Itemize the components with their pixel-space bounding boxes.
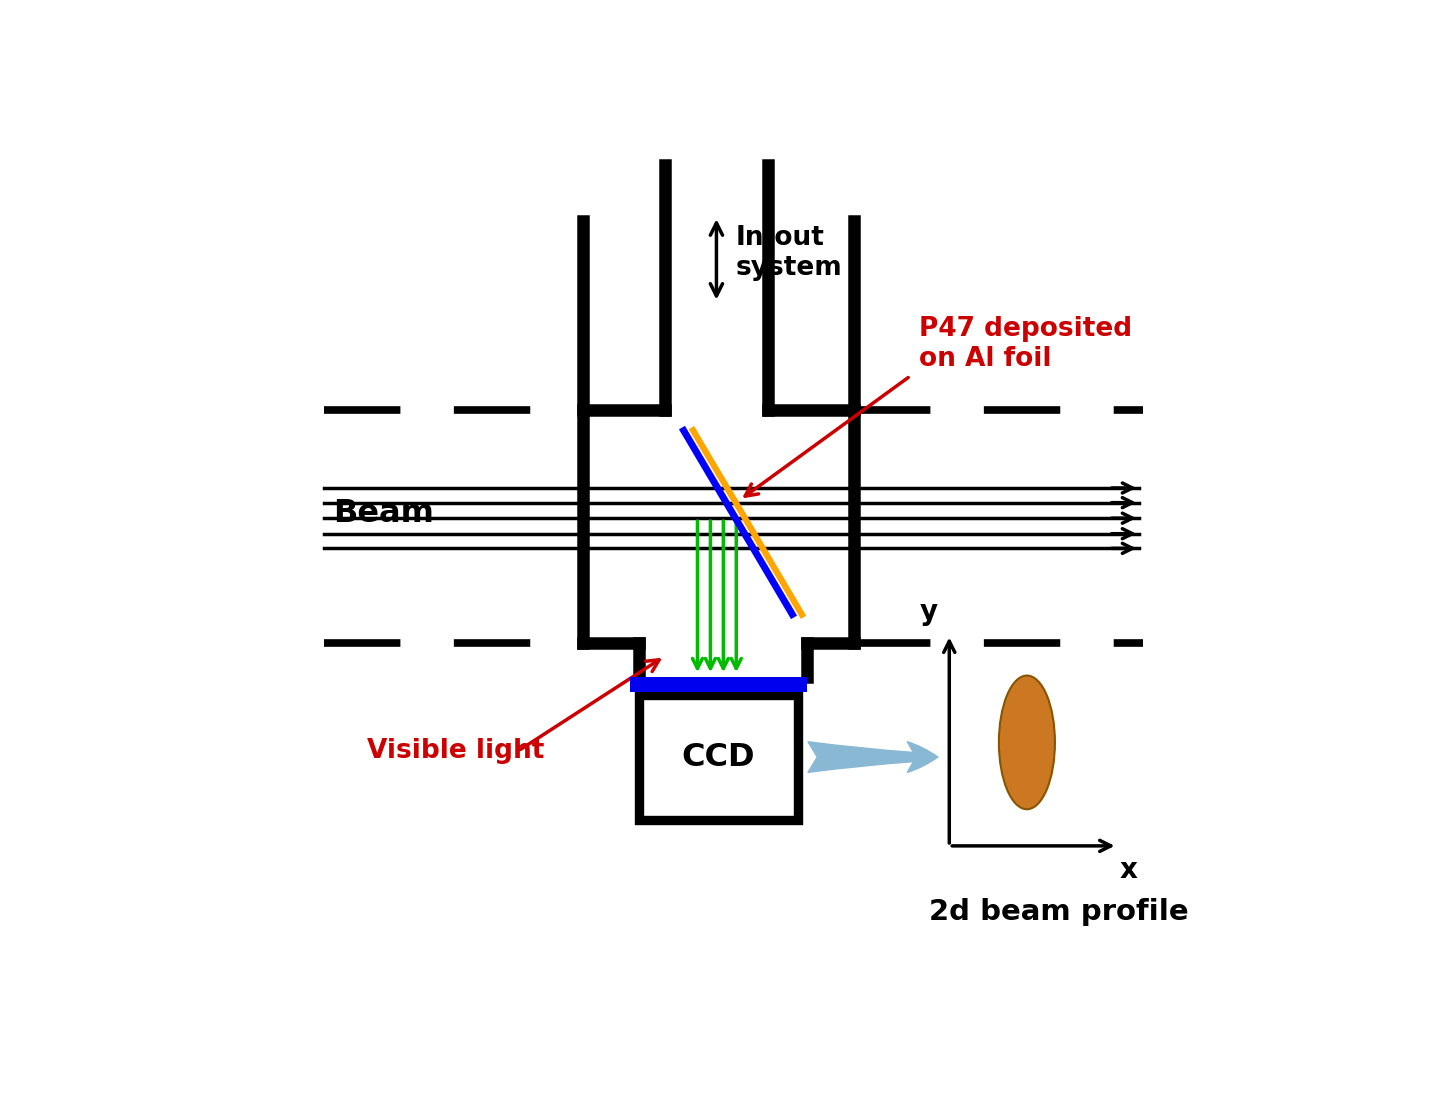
Text: Visible light: Visible light bbox=[367, 738, 544, 764]
Text: x: x bbox=[1120, 856, 1138, 884]
Text: Beam: Beam bbox=[333, 498, 433, 530]
Bar bbox=[639, 694, 798, 820]
Text: 2d beam profile: 2d beam profile bbox=[929, 897, 1189, 925]
Ellipse shape bbox=[999, 675, 1056, 810]
Text: y: y bbox=[920, 598, 937, 626]
Text: In-out
system: In-out system bbox=[736, 225, 842, 281]
Bar bbox=[631, 676, 806, 692]
Text: P47 deposited
on Al foil: P47 deposited on Al foil bbox=[919, 316, 1132, 372]
Text: CCD: CCD bbox=[683, 741, 756, 773]
